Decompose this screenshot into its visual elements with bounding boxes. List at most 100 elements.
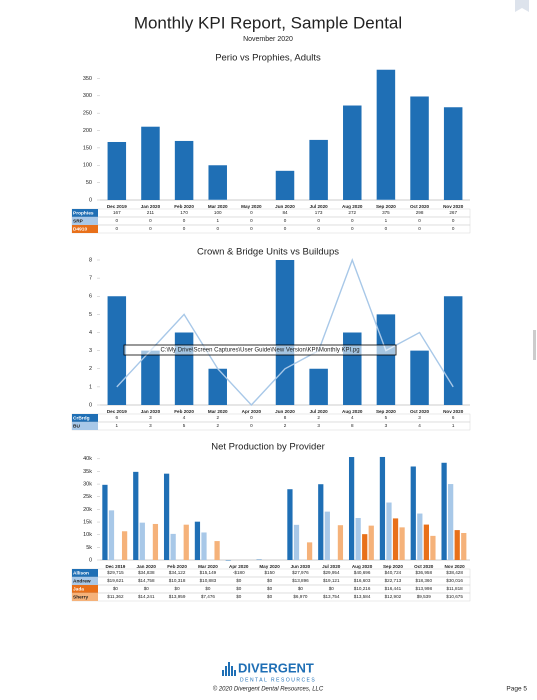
table-value: $14,241 bbox=[138, 594, 155, 599]
x-tick-label: Sep 2020 bbox=[376, 409, 396, 414]
y-tick-label: 8 bbox=[89, 257, 92, 263]
y-tick-label: 5k bbox=[86, 545, 92, 551]
table-value: $6,970 bbox=[293, 594, 307, 599]
legend-label: Allison bbox=[73, 570, 89, 576]
table-value: $7,476 bbox=[201, 594, 215, 599]
logo-bar bbox=[228, 662, 230, 676]
legend-label: D4910 bbox=[73, 226, 87, 232]
x-tick-label: Mar 2020 bbox=[208, 409, 228, 414]
y-tick-label: 1 bbox=[89, 384, 92, 390]
bar bbox=[348, 457, 355, 560]
table-value: 0 bbox=[317, 226, 320, 231]
x-tick-label: Dec 2019 bbox=[107, 409, 127, 414]
x-tick-label: Dec 2019 bbox=[105, 564, 125, 569]
x-tick-label: Aug 2020 bbox=[352, 564, 373, 569]
table-value: 0 bbox=[149, 218, 152, 223]
table-value: 1 bbox=[116, 423, 119, 428]
y-tick-label: 3 bbox=[89, 348, 92, 354]
x-tick-label: Jun 2020 bbox=[275, 409, 295, 414]
table-value: 6 bbox=[116, 415, 119, 420]
legend-swatch bbox=[72, 209, 98, 217]
x-tick-label: Mar 2020 bbox=[198, 564, 218, 569]
scrollbar bbox=[533, 330, 536, 360]
bar bbox=[306, 542, 313, 560]
legend-label: CrBrdg bbox=[73, 415, 90, 421]
table-value: 0 bbox=[216, 226, 219, 231]
bar bbox=[108, 510, 115, 560]
x-tick-label: Nov 2020 bbox=[443, 204, 464, 209]
x-tick-label: Jun 2020 bbox=[275, 204, 295, 209]
table-value: 173 bbox=[315, 210, 323, 215]
legend-swatch bbox=[72, 569, 98, 577]
bar bbox=[443, 296, 463, 405]
bar bbox=[163, 473, 170, 560]
table-value: 0 bbox=[317, 218, 320, 223]
table-value: 170 bbox=[180, 210, 188, 215]
bar bbox=[461, 532, 467, 560]
y-tick-label: 200 bbox=[83, 128, 92, 134]
table-value: 3 bbox=[149, 423, 152, 428]
x-tick-label: Feb 2020 bbox=[174, 409, 194, 414]
page-subtitle: November 2020 bbox=[243, 36, 293, 43]
table-value: $0 bbox=[267, 578, 273, 583]
x-tick-label: Jan 2020 bbox=[141, 409, 161, 414]
table-value: 0 bbox=[250, 218, 253, 223]
x-tick-label: Apr 2020 bbox=[229, 564, 249, 569]
logo-brand: DIVERGENT bbox=[238, 660, 314, 675]
legend-label: Jada bbox=[73, 586, 84, 592]
table-value: 1 bbox=[452, 423, 455, 428]
bar bbox=[141, 126, 160, 200]
table-value: 5 bbox=[385, 415, 388, 420]
table-value: $0 bbox=[329, 586, 335, 591]
table-value: $0 bbox=[113, 586, 119, 591]
bar bbox=[107, 141, 127, 200]
table-value: 8 bbox=[284, 415, 287, 420]
table-value: 272 bbox=[348, 210, 356, 215]
table-value: $0 bbox=[236, 578, 242, 583]
page-number: Page 5 bbox=[506, 686, 527, 693]
table-value: 8 bbox=[351, 423, 354, 428]
table-value: $150 bbox=[264, 570, 275, 575]
y-tick-label: 30k bbox=[83, 482, 92, 488]
table-value: $34,838 bbox=[138, 570, 155, 575]
bar bbox=[430, 535, 436, 560]
legend-label: SRP bbox=[73, 218, 84, 224]
table-value: $36,958 bbox=[415, 570, 432, 575]
table-value: 100 bbox=[214, 210, 222, 215]
table-value: $13,584 bbox=[354, 594, 371, 599]
table-value: $27,976 bbox=[292, 570, 309, 575]
image-placeholder bbox=[123, 344, 397, 356]
bar bbox=[386, 502, 392, 560]
bar bbox=[170, 533, 176, 560]
table-value: $0 bbox=[267, 594, 273, 599]
y-tick-label: 100 bbox=[83, 163, 92, 169]
table-value: 0 bbox=[183, 218, 186, 223]
x-tick-label: Jul 2020 bbox=[310, 204, 329, 209]
image-placeholder-text: C:\My Drive\Screen Captures\User Guide\N… bbox=[160, 348, 359, 354]
table-value: 3 bbox=[385, 423, 388, 428]
legend-swatch bbox=[72, 414, 98, 422]
y-tick-label: 300 bbox=[83, 93, 92, 99]
table-value: 0 bbox=[250, 210, 253, 215]
y-tick-label: 4 bbox=[89, 330, 92, 336]
table-value: $15,149 bbox=[200, 570, 217, 575]
table-value: $16,441 bbox=[385, 586, 402, 591]
logo-bar bbox=[234, 670, 236, 676]
bar bbox=[399, 527, 405, 560]
bar bbox=[174, 332, 194, 405]
table-value: 0 bbox=[418, 226, 421, 231]
table-value: 0 bbox=[116, 226, 119, 231]
y-tick-label: 20k bbox=[83, 507, 92, 513]
table-value: 1 bbox=[385, 218, 388, 223]
y-tick-label: 0 bbox=[89, 197, 92, 203]
bar bbox=[208, 368, 227, 405]
bar bbox=[392, 518, 399, 560]
legend-label: Sherry bbox=[73, 594, 89, 600]
table-value: 375 bbox=[382, 210, 390, 215]
x-tick-label: May 2020 bbox=[259, 564, 280, 569]
table-value: $13,959 bbox=[169, 594, 186, 599]
bar bbox=[343, 105, 362, 200]
bar bbox=[376, 69, 396, 200]
table-value: 0 bbox=[418, 218, 421, 223]
